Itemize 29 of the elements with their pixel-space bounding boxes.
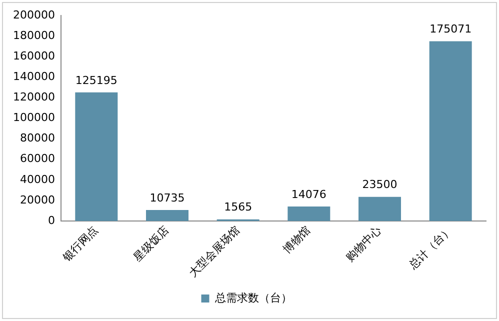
- data-label: 1565: [224, 200, 252, 214]
- x-tick-label: 银行网点: [60, 224, 101, 265]
- y-tick-label: 160000: [12, 50, 55, 63]
- bar: [358, 196, 401, 221]
- y-tick-label: 0: [48, 214, 55, 227]
- x-tick-label: 购物中心: [344, 224, 384, 264]
- x-tick-label: 大型会展场馆: [186, 224, 242, 280]
- data-label: 175071: [430, 22, 472, 36]
- x-tick-label: 星级饭店: [131, 224, 172, 264]
- y-tick-label: 80000: [20, 132, 55, 145]
- y-tick-label: 60000: [20, 152, 55, 166]
- bar: [288, 206, 330, 221]
- bar: [75, 92, 118, 221]
- x-tick-label: 博物馆: [280, 224, 314, 256]
- legend-label: 总需求数（台）: [214, 291, 292, 304]
- x-tick-label: 总计（台）: [406, 224, 455, 272]
- y-tick-label: 180000: [12, 29, 55, 42]
- y-tick-label: 100000: [12, 111, 55, 124]
- y-tick-label: 20000: [20, 193, 55, 206]
- y-tick-label: 40000: [20, 172, 55, 186]
- y-tick-label: 120000: [12, 90, 55, 104]
- data-label: 10735: [150, 191, 185, 204]
- data-label: 125195: [75, 74, 118, 87]
- y-tick-label: 200000: [12, 8, 55, 22]
- bar: [429, 41, 472, 221]
- bar: [146, 210, 188, 221]
- y-tick-label: 140000: [12, 70, 55, 84]
- data-label: 23500: [362, 178, 398, 192]
- data-label: 14076: [291, 188, 326, 201]
